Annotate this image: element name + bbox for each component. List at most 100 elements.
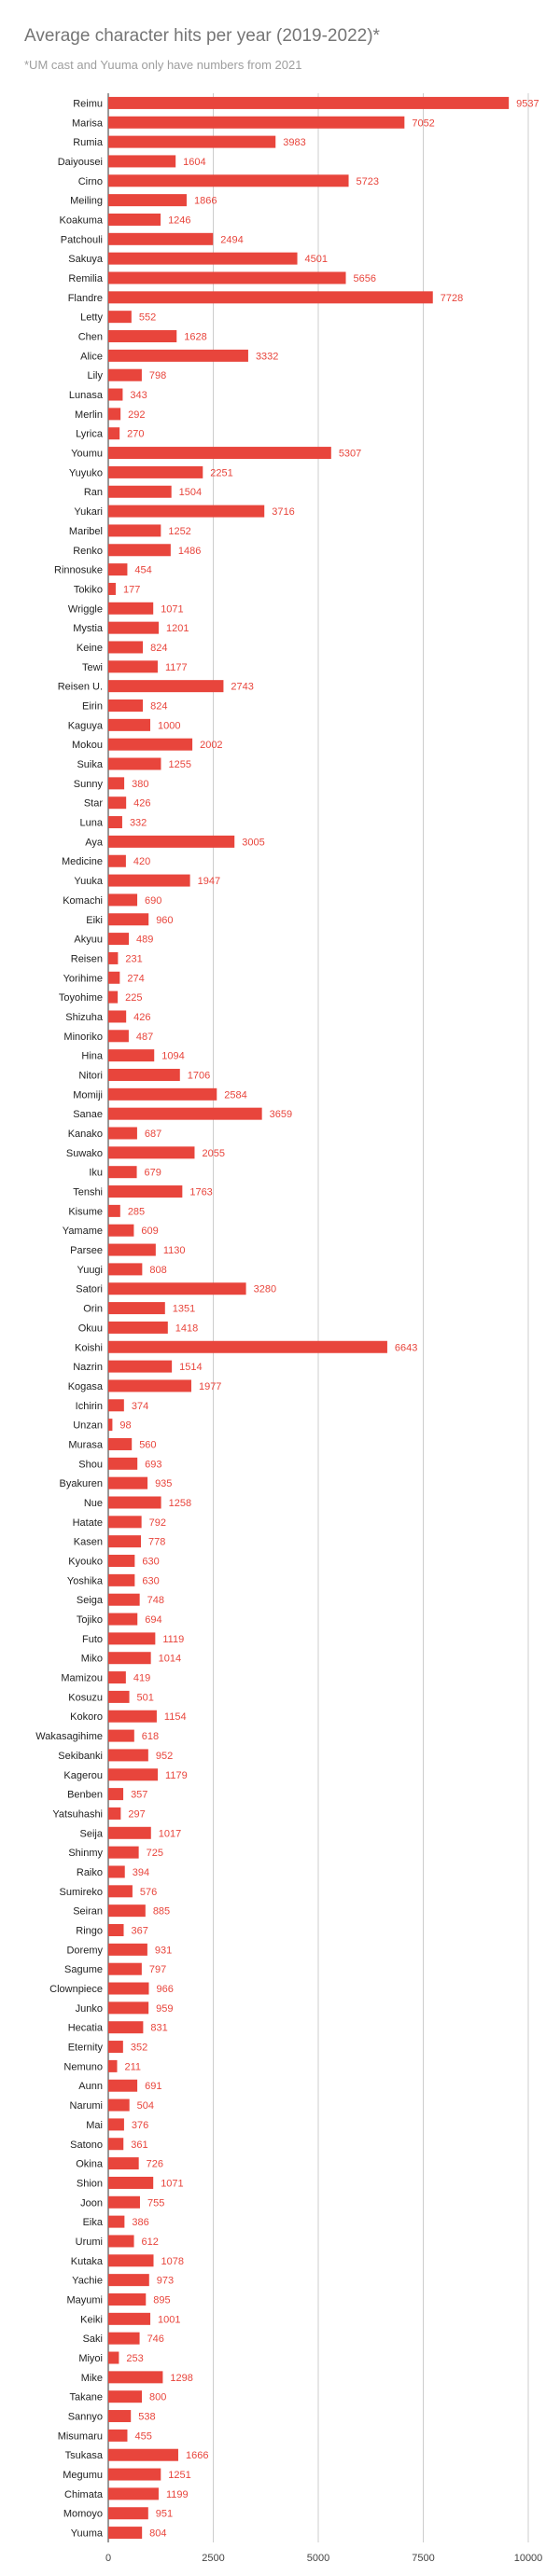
bar bbox=[108, 1340, 387, 1353]
bar bbox=[108, 524, 161, 537]
value-label: 225 bbox=[125, 992, 142, 1004]
category-label: Joon bbox=[80, 2197, 103, 2209]
bar bbox=[108, 96, 510, 109]
value-label: 1000 bbox=[158, 720, 180, 731]
bar bbox=[108, 582, 116, 595]
bar bbox=[108, 1243, 156, 1256]
category-label: Shizuha bbox=[65, 1012, 104, 1023]
bar bbox=[108, 155, 176, 168]
value-label: 1604 bbox=[183, 157, 205, 168]
value-label: 426 bbox=[133, 1012, 150, 1023]
category-label: Youmu bbox=[71, 449, 103, 460]
bar bbox=[108, 2274, 149, 2287]
bar bbox=[108, 1321, 168, 1334]
category-label: Shou bbox=[78, 1459, 103, 1470]
category-label: Nemuno bbox=[63, 2061, 103, 2072]
bar bbox=[108, 699, 144, 712]
category-label: Aya bbox=[85, 837, 104, 848]
bar bbox=[108, 252, 298, 265]
bar bbox=[108, 1379, 191, 1392]
category-label: Clownpiece bbox=[49, 1984, 103, 1995]
bar bbox=[108, 1204, 120, 1217]
bar bbox=[108, 2312, 151, 2325]
value-label: 1071 bbox=[161, 603, 183, 615]
value-label: 1014 bbox=[159, 1654, 181, 1665]
value-label: 376 bbox=[132, 2120, 148, 2131]
value-label: 1486 bbox=[178, 546, 201, 557]
value-label: 1514 bbox=[179, 1362, 202, 1373]
bar bbox=[108, 2292, 147, 2306]
bar bbox=[108, 1924, 124, 1936]
bar bbox=[108, 1224, 134, 1237]
bar bbox=[108, 1671, 126, 1684]
category-label: Yorihime bbox=[63, 973, 103, 984]
bar bbox=[108, 1788, 124, 1801]
bar bbox=[108, 1476, 148, 1489]
value-label: 824 bbox=[150, 701, 167, 713]
bar bbox=[108, 291, 433, 304]
bar bbox=[108, 544, 171, 557]
category-label: Marisa bbox=[72, 118, 104, 129]
category-label: Eirin bbox=[82, 701, 103, 713]
bar bbox=[108, 933, 130, 946]
value-label: 2743 bbox=[231, 682, 253, 693]
category-label: Raiko bbox=[77, 1867, 103, 1878]
bar bbox=[108, 1419, 113, 1432]
category-label: Seija bbox=[80, 1828, 104, 1839]
bar bbox=[108, 1690, 130, 1703]
category-label: Remilia bbox=[68, 273, 104, 284]
bar bbox=[108, 1010, 127, 1023]
bar bbox=[108, 1749, 148, 1762]
category-label: Urumi bbox=[76, 2237, 103, 2248]
value-label: 618 bbox=[142, 1731, 159, 1742]
value-label: 1866 bbox=[194, 196, 217, 207]
bar bbox=[108, 777, 125, 790]
category-label: Reisen U. bbox=[58, 682, 103, 693]
bar bbox=[108, 2390, 142, 2403]
category-label: Star bbox=[84, 798, 104, 810]
bar bbox=[108, 757, 161, 770]
value-label: 5723 bbox=[357, 176, 379, 187]
category-label: Kyouko bbox=[68, 1557, 103, 1568]
category-label: Momiji bbox=[73, 1089, 103, 1101]
bar bbox=[108, 1263, 143, 1276]
value-label: 7728 bbox=[441, 293, 463, 304]
value-label: 98 bbox=[119, 1420, 131, 1432]
value-label: 960 bbox=[156, 915, 173, 926]
value-label: 959 bbox=[156, 2003, 173, 2015]
bar bbox=[108, 368, 142, 381]
category-label: Chimata bbox=[64, 2489, 104, 2500]
bar bbox=[108, 1904, 146, 1918]
value-label: 297 bbox=[128, 1808, 145, 1820]
bar bbox=[108, 1962, 142, 1975]
value-label: 5307 bbox=[339, 449, 361, 460]
category-label: Takane bbox=[70, 2392, 103, 2403]
bar bbox=[108, 1593, 140, 1606]
category-label: Okina bbox=[76, 2159, 104, 2170]
x-tick-label: 2500 bbox=[202, 2553, 224, 2564]
value-label: 755 bbox=[147, 2197, 164, 2209]
value-label: 691 bbox=[145, 2081, 161, 2092]
category-label: Megumu bbox=[63, 2470, 103, 2481]
value-label: 1154 bbox=[164, 1711, 187, 1723]
category-label: Kogasa bbox=[68, 1381, 104, 1392]
bar bbox=[108, 2157, 139, 2170]
value-label: 6643 bbox=[395, 1342, 417, 1353]
category-label: Mystia bbox=[73, 623, 104, 634]
category-label: Orin bbox=[83, 1304, 103, 1315]
value-label: 361 bbox=[131, 2140, 147, 2151]
category-label: Rumia bbox=[73, 137, 104, 148]
value-label: 612 bbox=[142, 2237, 159, 2248]
category-label: Hecatia bbox=[68, 2023, 104, 2034]
category-label: Kokoro bbox=[70, 1711, 103, 1723]
category-label: Murasa bbox=[68, 1439, 104, 1450]
bar bbox=[108, 1535, 142, 1548]
value-label: 386 bbox=[132, 2217, 148, 2228]
value-label: 2055 bbox=[202, 1148, 224, 1159]
value-label: 332 bbox=[130, 818, 147, 829]
category-label: Daiyousei bbox=[58, 157, 103, 168]
category-label: Eiki bbox=[86, 915, 103, 926]
bar bbox=[108, 1573, 135, 1586]
bar bbox=[108, 2021, 144, 2034]
